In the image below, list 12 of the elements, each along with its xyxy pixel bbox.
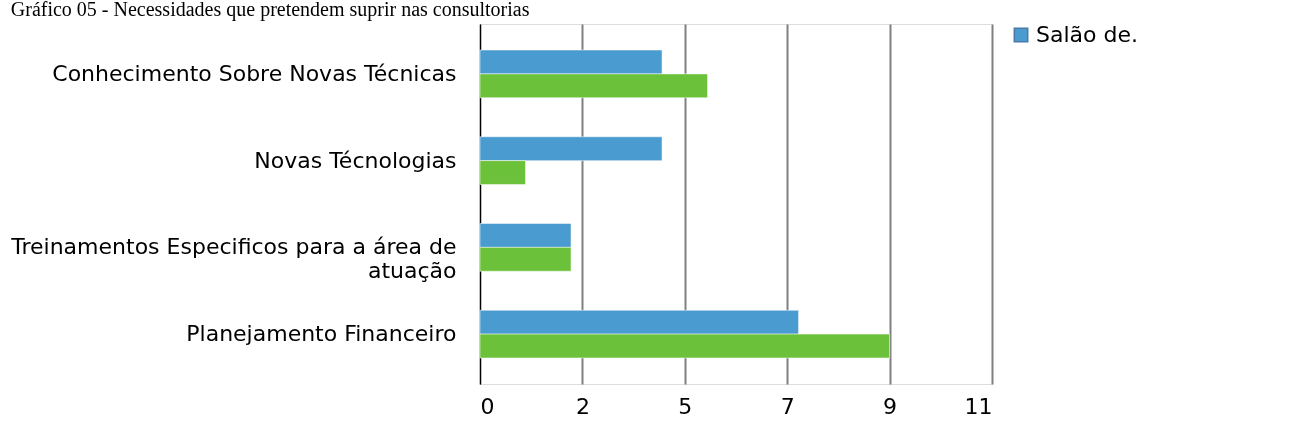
y-tick-label: Treinamentos Especificos para a área de atuação (10, 234, 457, 284)
text: Gráfico 05 - Necessidades que pretendem suprir nas consultorias (10, 0, 530, 21)
x-tick-label: 5 (678, 393, 693, 419)
x-tick-label: 9 (883, 393, 898, 419)
x-tick-label: 7 (780, 393, 795, 419)
y-tick-label: Conhecimento Sobre Novas Técnicas (52, 60, 457, 86)
x-tick-label: 2 (575, 393, 590, 419)
legend-label: Salão de. (1036, 22, 1138, 47)
y-tick-label: Planejamento Financeiro (186, 321, 457, 347)
x-tick-label: 0 (480, 393, 495, 419)
y-tick-label: Novas Técnologias (254, 147, 457, 173)
x-tick-label: 11 (964, 393, 993, 419)
